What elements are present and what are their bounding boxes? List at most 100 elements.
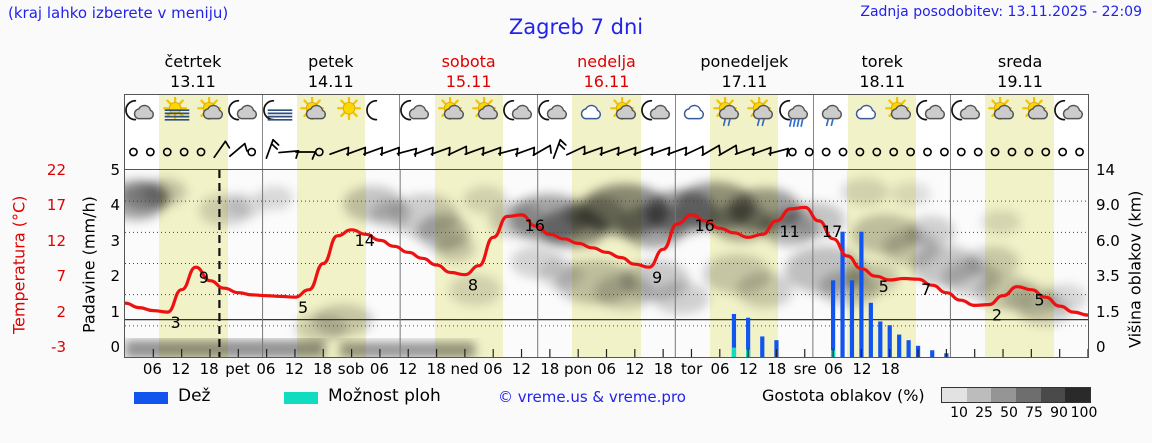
temperature-value-label: 11 <box>779 222 799 241</box>
cloud-height-tick-1.5: 1.5 <box>1096 302 1120 321</box>
showers-swatch <box>284 392 318 404</box>
rain-legend-label: Dež <box>178 386 211 406</box>
precipitation-tick-0: 0 <box>110 338 120 356</box>
cloud-density-label-90: 90 <box>1050 405 1068 421</box>
day-date: 13.11 <box>170 72 216 91</box>
day-header-0: četrtek 13.11 <box>124 52 262 94</box>
rain-bar <box>930 350 935 357</box>
time-label-18-10: 18 <box>426 360 446 378</box>
cloud-density-label-75: 75 <box>1025 405 1043 421</box>
cloud-density-ramp <box>941 387 1091 403</box>
location-picker-hint[interactable]: (kraj lahko izberete v meniju) <box>8 4 229 22</box>
day-header-row: četrtek 13.11 petek 14.11 sobota 15.11 nedelja… <box>124 52 1089 94</box>
cloud-heavy-icon <box>847 96 881 134</box>
temperature-labels: 39514816916111757252 <box>170 216 1044 332</box>
day-name: petek <box>308 52 354 71</box>
day-name: sobota <box>441 52 496 71</box>
rain-bar <box>760 336 765 357</box>
cloud-density-step-25 <box>966 388 992 402</box>
day-header-1: petek 14.11 <box>262 52 400 94</box>
sun-cloud-icon <box>194 96 228 134</box>
temperature-tick-17: 17 <box>46 196 66 215</box>
temperature-value-label: 5 <box>1034 291 1044 310</box>
time-label-ned-11: ned <box>450 360 479 378</box>
time-label-12-21: 12 <box>738 360 758 378</box>
moon-fog-icon <box>262 96 297 134</box>
temperature-value-label: 16 <box>694 216 714 235</box>
sun-cloud-icon <box>985 96 1019 134</box>
temperature-value-label: 3 <box>170 313 180 332</box>
time-label-pet-3: pet <box>225 360 250 378</box>
time-label-18-6: 18 <box>313 360 333 378</box>
weather-icon-row <box>125 96 1088 134</box>
moon-cloud-icon <box>125 96 159 134</box>
precipitation-tick-2: 2 <box>110 267 120 286</box>
temperature-axis-title: Temperatura (°C) <box>9 195 29 334</box>
cloud-height-tick-14: 14 <box>1096 161 1116 179</box>
temperature-value-label: 2 <box>992 306 1002 325</box>
wind-barb-row <box>125 135 1088 169</box>
temperature-value-label: 14 <box>355 231 375 250</box>
cloud-drizzle-icon <box>813 96 847 134</box>
band-day-3 <box>538 95 676 169</box>
day-date: 18.11 <box>859 72 906 91</box>
copyright-link[interactable]: © vreme.us & vreme.pro <box>498 388 686 406</box>
day-date: 15.11 <box>445 72 492 91</box>
sun-cloud-icon <box>297 96 331 134</box>
day-date: 17.11 <box>721 72 768 91</box>
sun-cloud-icon <box>469 96 503 134</box>
weather-icon-wind-band <box>124 94 1089 169</box>
moon-cloud-icon <box>400 96 434 134</box>
meteogram-plot: 39514816916111757252 <box>124 169 1089 358</box>
temperature-curve <box>125 205 1088 317</box>
cloud-height-tick-6.0: 6.0 <box>1096 231 1120 250</box>
legend: Dež Možnost ploh © vreme.us & vreme.pro … <box>0 386 1152 436</box>
time-label-06-4: 06 <box>256 360 276 378</box>
rain-bar <box>830 280 836 357</box>
sun-cloud-icon <box>1019 96 1053 134</box>
temperature-value-label: 5 <box>879 277 889 296</box>
rain-bar <box>897 334 902 357</box>
rain-bar <box>849 280 855 357</box>
temperature-value-label: 7 <box>921 280 931 299</box>
cloud-density-legend-title: Gostota oblakov (%) <box>762 386 925 405</box>
day-header-2: sobota 15.11 <box>400 52 538 94</box>
time-label-06-0: 06 <box>142 360 162 378</box>
rain-bar <box>868 302 873 357</box>
moon-cloud-icon <box>916 96 950 134</box>
temperature-tick-22: 22 <box>46 161 66 179</box>
rain-bar <box>887 325 892 357</box>
time-label-12-9: 12 <box>398 360 418 378</box>
cloud-density-label-25: 25 <box>975 405 993 421</box>
cloud-density-field <box>125 178 1087 342</box>
low-cloud-strip <box>125 340 475 357</box>
time-label-tor-19: tor <box>681 360 703 378</box>
cloud-density-label-100: 100 <box>1070 405 1098 421</box>
time-label-18-2: 18 <box>199 360 219 378</box>
temperature-value-label: 9 <box>199 268 209 287</box>
day-name: ponedeljek <box>700 52 789 71</box>
cloud-density-step-75 <box>1016 388 1041 402</box>
sun-cloud-icon <box>606 96 640 134</box>
time-label-18-26: 18 <box>880 360 900 378</box>
time-label-pon-15: pon <box>564 360 593 378</box>
time-label-12-25: 12 <box>852 360 872 378</box>
rain-bar <box>746 317 751 357</box>
precipitation-tick-4: 4 <box>110 196 120 215</box>
day-name: nedelja <box>577 52 636 71</box>
temperature-value-label: 5 <box>298 298 308 317</box>
sun-cloud-icon <box>435 96 469 134</box>
last-updated-label: Zadnja posodobitev: 13.11.2025 - 22:09 <box>860 4 1142 20</box>
moon-cloud-icon <box>641 96 675 134</box>
time-label-06-20: 06 <box>710 360 730 378</box>
time-label-12-5: 12 <box>284 360 304 378</box>
rain-bar <box>731 313 737 357</box>
time-axis: 06 12 18 pet 06 12 18 sob 06 12 18 ned 06 12 18 pon 06 12… <box>124 360 1089 380</box>
cloud-heavy-icon <box>572 96 606 134</box>
cloud-density-step-50 <box>991 388 1017 402</box>
showers-legend-label: Možnost ploh <box>328 386 441 406</box>
temperature-tick-2: 2 <box>56 302 66 321</box>
temperature-value-label: 8 <box>468 276 478 295</box>
time-label-06-16: 06 <box>596 360 617 378</box>
precipitation-tick-1: 1 <box>110 302 120 321</box>
